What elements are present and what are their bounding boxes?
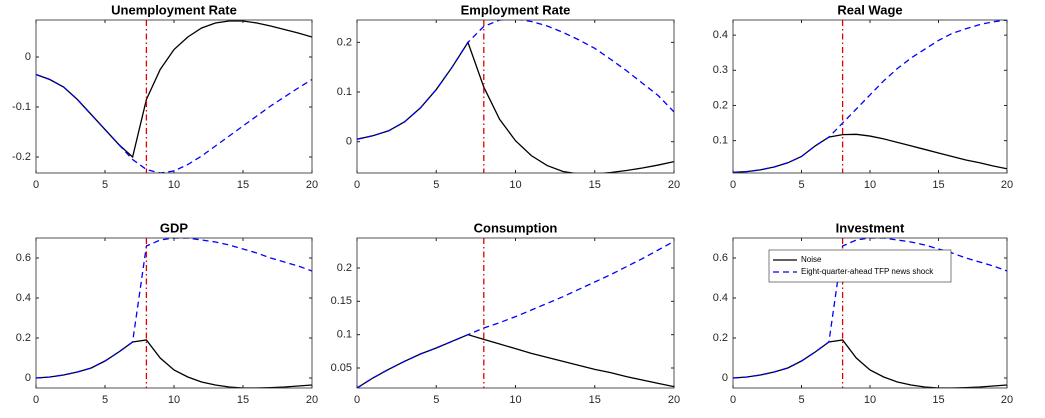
x-tick-label: 0: [730, 394, 736, 406]
y-tick-label: 0.6: [713, 252, 728, 264]
x-tick-label: 0: [33, 179, 39, 191]
x-tick-label: 20: [668, 394, 680, 406]
plot-area: [36, 20, 312, 173]
y-tick-label: 0.4: [16, 292, 31, 304]
subplot: 0 5 10 15 20 0 0.1 0.2 Employment Rate: [337, 2, 680, 190]
axes-box: [35, 19, 313, 174]
plot-area: [357, 238, 674, 388]
x-tick-label: 5: [102, 179, 108, 191]
axes-box: [356, 19, 675, 174]
subplot: 0 5 10 15 20 0.1 0.2 0.3 0.4 Real Wage: [713, 2, 1013, 190]
subplot: 0 5 10 15 20 -0.2 -0.1 0 Unemployment Rate: [12, 2, 318, 190]
x-tick-label: 0: [33, 394, 39, 406]
x-tick-label: 20: [1001, 179, 1013, 191]
legend-label: Noise: [801, 255, 822, 264]
x-tick-label: 15: [932, 394, 944, 406]
x-tick-label: 10: [509, 394, 521, 406]
subplot: 0 5 10 15 20 0.05 0.1 0.15 0.2 Consumption: [331, 220, 681, 405]
series-line: [357, 40, 674, 173]
y-tick-label: 0: [346, 136, 352, 148]
x-tick-label: 20: [1001, 394, 1013, 406]
y-tick-label: 0.2: [713, 332, 728, 344]
plot-area: [36, 238, 312, 388]
y-tick-label: 0.2: [337, 36, 352, 48]
series-line: [36, 238, 312, 379]
legend-box: [768, 249, 952, 283]
y-tick-label: 0.2: [337, 262, 352, 274]
y-tick-label: 0.4: [713, 29, 728, 41]
series-line: [36, 73, 312, 173]
x-tick-label: 0: [354, 179, 360, 191]
plot-area: [733, 20, 1007, 173]
x-tick-label: 10: [168, 394, 180, 406]
x-tick-label: 15: [237, 394, 249, 406]
subplot: 0 5 10 15 20 0 0.2 0.4 0.6 Investment Noise Eight-q…: [713, 220, 1013, 405]
y-tick-label: 0.3: [713, 64, 728, 76]
y-tick-label: 0.2: [16, 332, 31, 344]
axes-box: [732, 237, 1008, 389]
x-tick-label: 10: [509, 179, 521, 191]
y-tick-label: 0: [722, 372, 728, 384]
y-tick-label: 0.05: [331, 362, 352, 374]
x-tick-label: 20: [306, 179, 318, 191]
y-tick-label: 0: [25, 51, 31, 63]
x-tick-label: 5: [798, 394, 804, 406]
x-tick-label: 5: [433, 394, 439, 406]
y-tick-label: 0.4: [713, 292, 728, 304]
y-tick-label: 0.15: [331, 295, 352, 307]
subplot-title: Real Wage: [837, 2, 902, 17]
x-tick-label: 5: [798, 179, 804, 191]
axes-box: [35, 237, 313, 389]
x-tick-label: 10: [168, 179, 180, 191]
y-tick-label: 0.1: [713, 135, 728, 147]
x-tick-label: 10: [864, 394, 876, 406]
y-tick-label: 0.2: [713, 99, 728, 111]
subplot-title: GDP: [160, 220, 189, 235]
x-tick-label: 20: [668, 179, 680, 191]
axes-box: [356, 237, 675, 389]
x-tick-label: 0: [730, 179, 736, 191]
series-line: [733, 238, 1007, 379]
x-tick-label: 15: [237, 179, 249, 191]
legend-label: Eight-quarter-ahead TFP news shock: [801, 267, 934, 276]
series-line: [357, 240, 674, 388]
x-tick-label: 5: [433, 179, 439, 191]
plot-area: [357, 20, 674, 173]
x-tick-label: 15: [932, 179, 944, 191]
series-line: [733, 133, 1007, 173]
y-tick-label: 0.6: [16, 252, 31, 264]
x-tick-label: 15: [589, 179, 601, 191]
y-tick-label: -0.2: [12, 151, 31, 163]
x-tick-label: 15: [589, 394, 601, 406]
subplot: 0 5 10 15 20 0 0.2 0.4 0.6 GDP: [16, 220, 318, 405]
series-line: [733, 20, 1007, 173]
y-tick-label: 0.1: [337, 86, 352, 98]
subplot-title: Investment: [836, 220, 905, 235]
y-tick-label: 0.1: [337, 329, 352, 341]
x-tick-label: 10: [864, 179, 876, 191]
x-tick-label: 20: [306, 394, 318, 406]
y-tick-label: 0: [25, 372, 31, 384]
subplot-title: Employment Rate: [461, 2, 571, 17]
axes-box: [732, 19, 1008, 174]
x-tick-label: 5: [102, 394, 108, 406]
subplot-title: Unemployment Rate: [111, 2, 237, 17]
subplot-title: Consumption: [474, 220, 558, 235]
x-tick-label: 0: [354, 394, 360, 406]
y-tick-label: -0.1: [12, 101, 31, 113]
